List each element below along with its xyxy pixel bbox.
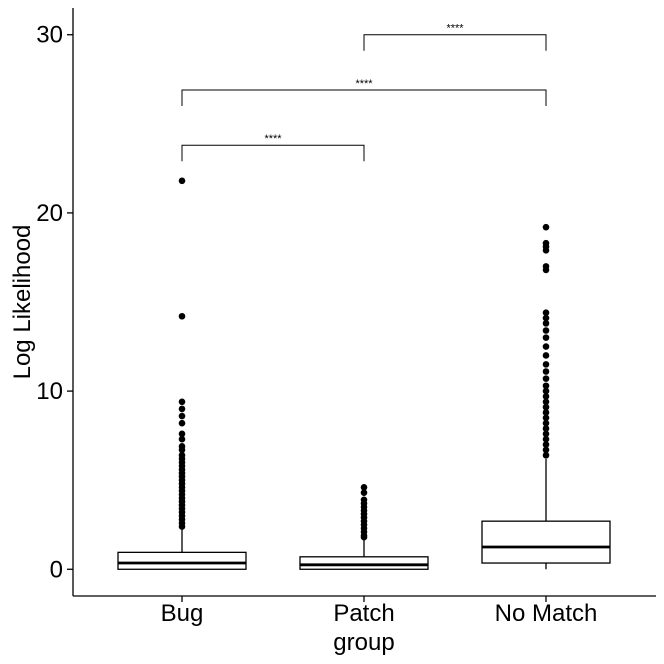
y-tick-label: 30 [36, 22, 63, 49]
box-patch [299, 484, 429, 570]
significance-label: **** [446, 23, 464, 35]
x-axis-title: group [333, 629, 394, 656]
outlier-point [542, 419, 550, 427]
outlier-point [178, 412, 186, 420]
significance-brackets: **** **** **** [181, 23, 547, 162]
outlier-point [542, 414, 550, 422]
outlier-point [542, 314, 550, 322]
outlier-point [360, 533, 368, 541]
iqr-box [117, 551, 247, 570]
outlier-point [542, 223, 550, 231]
outlier-point [542, 309, 550, 316]
outlier-point [178, 405, 186, 413]
outlier-point [542, 430, 550, 438]
outlier-point [542, 320, 550, 327]
outlier-point [178, 446, 186, 454]
y-tick-label: 0 [50, 556, 63, 583]
bracket-line [181, 144, 365, 162]
outlier-point [178, 419, 186, 427]
bracket-bug-vs-patch: **** [181, 133, 365, 162]
y-axis-title: Log Likelihood [9, 225, 36, 380]
outlier-point [542, 343, 550, 350]
outlier-point [542, 327, 550, 334]
axis-ticks: 0 10 20 30 Bug Patch No Match [36, 22, 597, 627]
chart-marks [117, 177, 611, 570]
outlier-point [178, 177, 186, 185]
x-tick-label: Patch [333, 600, 394, 627]
y-tick-label: 20 [36, 200, 63, 227]
x-tick-label: No Match [495, 600, 598, 627]
bracket-patch-vs-no-match: **** [363, 23, 547, 51]
outlier-point [360, 484, 368, 491]
significance-label: **** [355, 78, 373, 90]
bracket-line [181, 89, 547, 106]
outlier-point [542, 334, 550, 341]
outlier-point [542, 375, 550, 382]
outlier-point [542, 368, 550, 375]
outlier-point [542, 398, 550, 406]
outlier-point [542, 393, 550, 400]
box-no-match [481, 223, 611, 570]
outlier-point [542, 247, 550, 254]
outlier-point [542, 435, 550, 443]
outlier-point [542, 425, 550, 432]
box-bug [117, 177, 247, 570]
outlier-point [542, 387, 550, 395]
outlier-point [542, 266, 550, 274]
outlier-point [542, 382, 550, 390]
outlier-point [178, 523, 186, 530]
outlier-point [542, 403, 550, 411]
outlier-point [542, 352, 550, 359]
y-tick-label: 10 [36, 378, 63, 405]
outlier-point [542, 409, 550, 416]
x-tick-label: Bug [161, 600, 204, 627]
outlier-point [178, 430, 186, 438]
outlier-point [542, 361, 550, 368]
iqr-box [299, 556, 429, 570]
outlier-point [542, 446, 550, 454]
outlier-point [542, 451, 550, 459]
outlier-point [360, 489, 368, 496]
bracket-bug-vs-no-match: **** [181, 78, 547, 106]
significance-label: **** [264, 133, 282, 145]
outlier-point [178, 312, 186, 320]
outlier-point [542, 441, 550, 448]
outlier-point [178, 398, 186, 406]
iqr-box [481, 520, 611, 564]
outlier-point [178, 435, 186, 443]
bracket-line [363, 34, 547, 51]
